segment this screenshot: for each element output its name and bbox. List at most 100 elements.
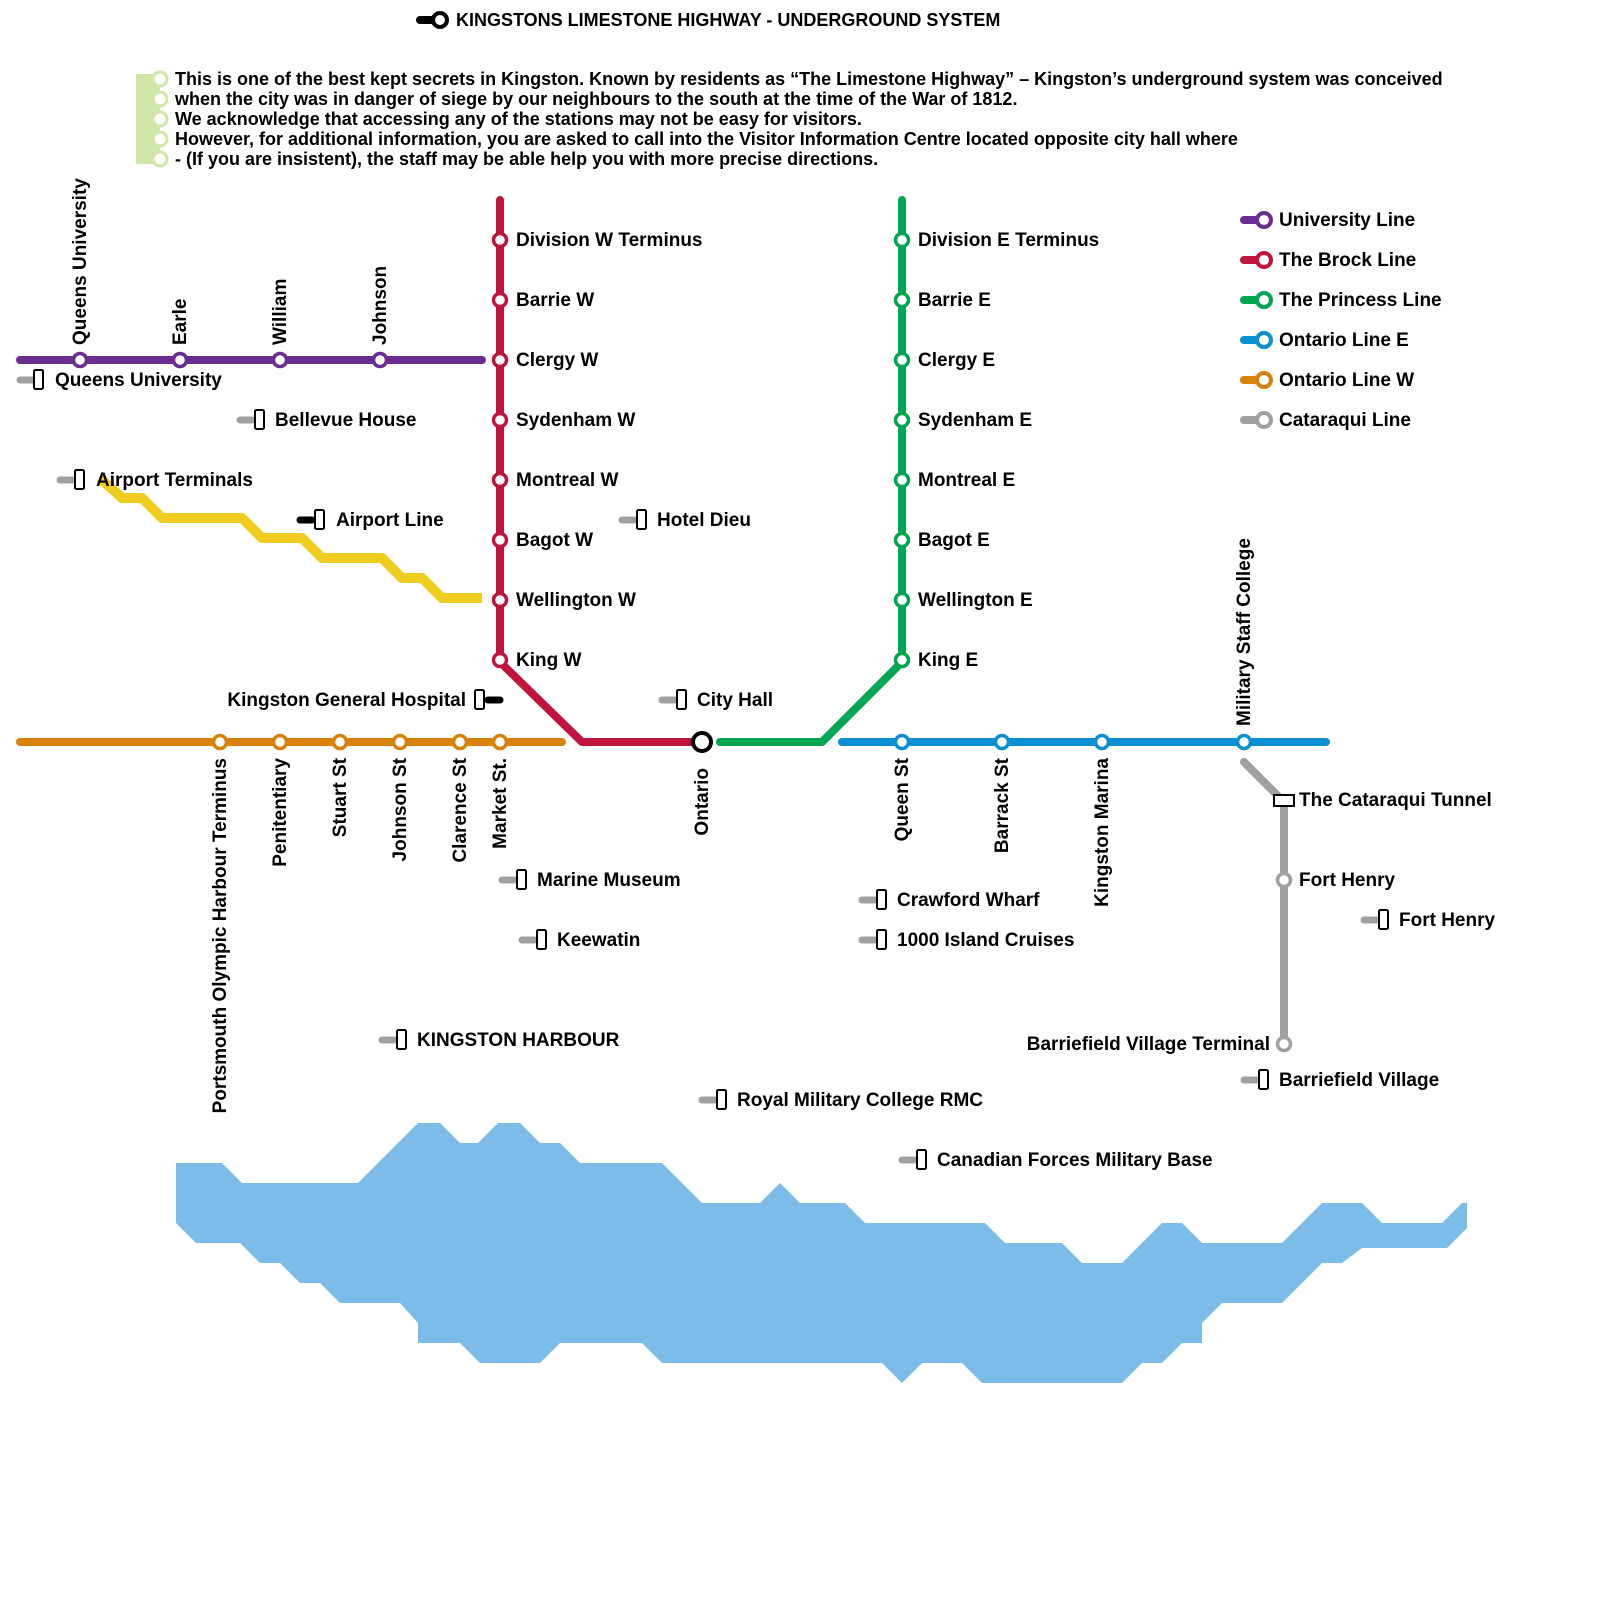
place-label: Airport Line: [336, 510, 444, 531]
place-label: 1000 Island Cruises: [897, 930, 1074, 951]
exit-icon: [1258, 1069, 1269, 1090]
place-marine-museum[interactable]: Marine Museum: [498, 869, 681, 891]
exit-icon: [636, 509, 647, 530]
station-johnson-st[interactable]: [391, 733, 409, 751]
station-clergy-w[interactable]: [491, 351, 509, 369]
station-kingston-marina[interactable]: [1093, 733, 1111, 751]
station-barrie-e[interactable]: [893, 291, 911, 309]
station-montreal-e[interactable]: [893, 471, 911, 489]
place-royal-military-college[interactable]: Royal Military College RMC: [698, 1089, 983, 1111]
place-label: Queens University: [55, 370, 222, 391]
station-label: Ontario: [692, 768, 713, 836]
place-kingston-general-hospital[interactable]: Kingston General Hospital: [227, 689, 504, 711]
station-penitentiary[interactable]: [271, 733, 289, 751]
station-label: Earle: [170, 299, 191, 345]
station-fort-henry[interactable]: [1275, 871, 1293, 889]
intro-line-5: - (If you are insistent), the staff may …: [175, 149, 878, 169]
place-label: Airport Terminals: [96, 470, 253, 491]
place-airport-terminals[interactable]: Airport Terminals: [56, 469, 253, 491]
intro-line-2: when the city was in danger of siege by …: [174, 89, 1017, 109]
station-bagot-w[interactable]: [491, 531, 509, 549]
station-label: Wellington W: [516, 590, 636, 611]
station-label: Military Staff College: [1234, 538, 1255, 726]
station-johnson[interactable]: [371, 351, 389, 369]
station-label: Johnson St: [390, 757, 411, 861]
station-label: Market St.: [490, 758, 511, 849]
station-market-st[interactable]: [491, 733, 509, 751]
station-label: Division E Terminus: [918, 230, 1099, 251]
station-division-e[interactable]: [893, 231, 911, 249]
station-sydenham-e[interactable]: [893, 411, 911, 429]
station-division-w[interactable]: [491, 231, 509, 249]
place-label: KINGSTON HARBOUR: [417, 1030, 620, 1051]
legend-item-university: University Line: [1240, 210, 1415, 231]
station-label: Barriefield Village Terminal: [1027, 1034, 1270, 1055]
legend-item-princess: The Princess Line: [1240, 290, 1442, 311]
station-bagot-e[interactable]: [893, 531, 911, 549]
station-cataraqui-tunnel[interactable]: [1273, 794, 1295, 807]
station-label: Barrie E: [918, 290, 991, 311]
station-label: Montreal E: [918, 470, 1015, 491]
station-barrie-w[interactable]: [491, 291, 509, 309]
station-king-w[interactable]: [491, 651, 509, 669]
intro-bullets: [151, 70, 169, 168]
station-barrack-st[interactable]: [993, 733, 1011, 751]
station-william[interactable]: [271, 351, 289, 369]
station-label: Clarence St: [450, 757, 471, 862]
university-stations: [71, 351, 389, 369]
legend-item-ontario-e: Ontario Line E: [1240, 330, 1409, 351]
exit-icon: [474, 689, 485, 710]
intro-line-1: This is one of the best kept secrets in …: [175, 69, 1443, 89]
place-canadian-forces-base[interactable]: Canadian Forces Military Base: [898, 1149, 1213, 1171]
station-wellington-w[interactable]: [491, 591, 509, 609]
place-airport-line[interactable]: Airport Line: [296, 509, 444, 531]
station-wellington-e[interactable]: [893, 591, 911, 609]
exit-icon: [314, 509, 325, 530]
station-label: Barrie W: [516, 290, 594, 311]
station-queens-university[interactable]: [71, 351, 89, 369]
station-label: Penitentiary: [270, 758, 291, 867]
station-stuart-st[interactable]: [331, 733, 349, 751]
place-queens-university[interactable]: Queens University: [16, 369, 222, 391]
station-ontario-interchange[interactable]: [691, 731, 713, 753]
airport-line: [96, 474, 482, 603]
place-bellevue-house[interactable]: Bellevue House: [236, 409, 417, 431]
place-fort-henry[interactable]: Fort Henry: [1360, 909, 1496, 931]
station-barriefield-village[interactable]: [1275, 1035, 1293, 1053]
place-barriefield-village[interactable]: Barriefield Village: [1240, 1069, 1439, 1091]
intro-bullet: [151, 110, 169, 128]
station-clergy-e[interactable]: [893, 351, 911, 369]
legend-item-ontario-w: Ontario Line W: [1240, 370, 1414, 391]
station-label: Sydenham W: [516, 410, 635, 431]
station-label: Portsmouth Olympic Harbour Terminus: [210, 758, 231, 1113]
legend-label: Ontario Line E: [1279, 330, 1409, 351]
intro-bullet: [151, 90, 169, 108]
harbour-water: [176, 1123, 1467, 1383]
station-label: Kingston Marina: [1092, 758, 1113, 907]
station-earle[interactable]: [171, 351, 189, 369]
place-label: Bellevue House: [275, 410, 417, 431]
intro-bullet: [151, 150, 169, 168]
legend-label: Ontario Line W: [1279, 370, 1414, 391]
intro-line-4: However, for additional information, you…: [175, 129, 1238, 149]
legend-item-cataraqui: Cataraqui Line: [1240, 410, 1411, 431]
place-keewatin[interactable]: Keewatin: [518, 929, 640, 951]
station-clarence-st[interactable]: [451, 733, 469, 751]
legend-label: The Princess Line: [1279, 290, 1442, 311]
station-sydenham-w[interactable]: [491, 411, 509, 429]
station-label: Fort Henry: [1299, 870, 1396, 891]
station-portsmouth[interactable]: [211, 733, 229, 751]
station-queen-st[interactable]: [893, 733, 911, 751]
place-label: Fort Henry: [1399, 910, 1496, 931]
station-military-staff-college[interactable]: [1235, 733, 1253, 751]
exit-icon: [876, 929, 887, 950]
place-1000-island-cruises[interactable]: 1000 Island Cruises: [858, 929, 1074, 951]
intro-line-3: We acknowledge that accessing any of the…: [175, 109, 862, 129]
place-hotel-dieu[interactable]: Hotel Dieu: [618, 509, 751, 531]
place-kingston-harbour[interactable]: KINGSTON HARBOUR: [378, 1029, 620, 1051]
station-montreal-w[interactable]: [491, 471, 509, 489]
place-crawford-wharf[interactable]: Crawford Wharf: [858, 889, 1040, 911]
place-city-hall[interactable]: City Hall: [658, 689, 773, 711]
station-king-e[interactable]: [893, 651, 911, 669]
station-label: Queen St: [892, 757, 913, 841]
